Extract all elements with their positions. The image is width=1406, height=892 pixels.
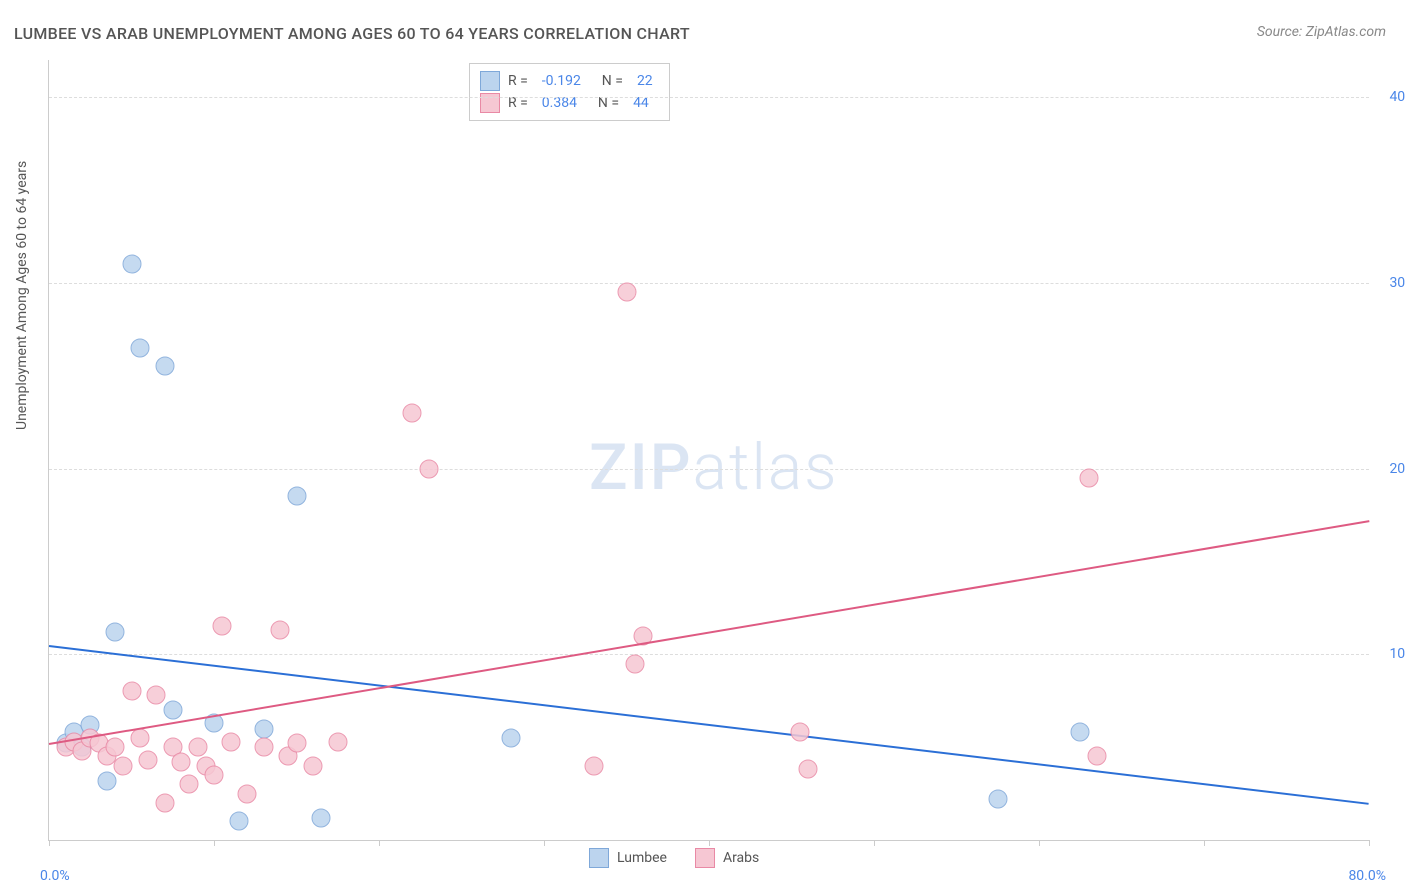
scatter-point	[155, 357, 174, 376]
r-value: 0.384	[542, 92, 577, 114]
scatter-point	[312, 808, 331, 827]
scatter-point	[147, 686, 166, 705]
scatter-point	[130, 338, 149, 357]
scatter-point	[502, 728, 521, 747]
scatter-point	[155, 793, 174, 812]
x-tick	[709, 840, 710, 846]
scatter-point	[1071, 723, 1090, 742]
chart-title: LUMBEE VS ARAB UNEMPLOYMENT AMONG AGES 6…	[14, 24, 690, 43]
scatter-point	[304, 756, 323, 775]
r-label: R =	[508, 70, 528, 92]
x-tick	[544, 840, 545, 846]
n-label: N =	[591, 92, 619, 114]
gridline	[49, 97, 1369, 98]
correlation-legend: R = -0.192 N = 22 R = 0.384 N = 44	[469, 63, 670, 121]
x-tick	[1369, 840, 1370, 846]
gridline	[49, 283, 1369, 284]
legend-swatch	[695, 848, 715, 868]
scatter-point	[172, 753, 191, 772]
scatter-point	[988, 790, 1007, 809]
x-tick	[1204, 840, 1205, 846]
x-axis-max-label: 80.0%	[1348, 868, 1386, 884]
scatter-point	[799, 760, 818, 779]
gridline	[49, 654, 1369, 655]
legend-swatch	[480, 93, 500, 113]
trendline	[49, 645, 1369, 805]
scatter-point	[229, 812, 248, 831]
scatter-point	[254, 719, 273, 738]
scatter-point	[139, 751, 158, 770]
y-tick-label: 40.0%	[1389, 89, 1406, 105]
r-label: R =	[508, 92, 528, 114]
scatter-point	[584, 756, 603, 775]
watermark: ZIPatlas	[589, 430, 839, 505]
legend-item: Lumbee	[589, 848, 667, 868]
y-tick-label: 20.0%	[1389, 461, 1406, 477]
legend-swatch	[589, 848, 609, 868]
scatter-point	[205, 766, 224, 785]
scatter-point	[625, 654, 644, 673]
y-tick-label: 10.0%	[1389, 646, 1406, 662]
scatter-point	[122, 682, 141, 701]
x-axis-min-label: 0.0%	[40, 868, 70, 884]
scatter-point	[617, 283, 636, 302]
y-tick-label: 30.0%	[1389, 275, 1406, 291]
scatter-point	[130, 728, 149, 747]
scatter-point	[163, 701, 182, 720]
scatter-point	[213, 617, 232, 636]
scatter-point	[1087, 747, 1106, 766]
n-value: 44	[633, 92, 649, 114]
correlation-legend-row: R = 0.384 N = 44	[480, 92, 659, 114]
r-value: -0.192	[542, 70, 581, 92]
x-tick	[379, 840, 380, 846]
x-tick	[874, 840, 875, 846]
y-axis-label: Unemployment Among Ages 60 to 64 years	[14, 161, 30, 430]
scatter-point	[106, 738, 125, 757]
legend-swatch	[480, 71, 500, 91]
legend-label: Arabs	[723, 850, 759, 866]
x-tick	[214, 840, 215, 846]
scatter-point	[328, 732, 347, 751]
scatter-point	[419, 459, 438, 478]
correlation-legend-row: R = -0.192 N = 22	[480, 70, 659, 92]
scatter-point	[403, 403, 422, 422]
series-legend: Lumbee Arabs	[589, 848, 759, 868]
scatter-point	[254, 738, 273, 757]
scatter-point	[287, 734, 306, 753]
chart-plot-area: ZIPatlas R =-0.192 N =22R =0.384 N =44 L…	[48, 60, 1369, 841]
scatter-point	[238, 784, 257, 803]
scatter-point	[287, 487, 306, 506]
scatter-point	[790, 723, 809, 742]
gridline	[49, 469, 1369, 470]
scatter-point	[97, 771, 116, 790]
n-value: 22	[637, 70, 653, 92]
legend-item: Arabs	[695, 848, 759, 868]
trendline	[49, 521, 1369, 746]
scatter-point	[180, 775, 199, 794]
source-attribution: Source: ZipAtlas.com	[1257, 24, 1386, 40]
x-tick	[49, 840, 50, 846]
scatter-point	[221, 732, 240, 751]
legend-label: Lumbee	[617, 850, 667, 866]
x-tick	[1039, 840, 1040, 846]
scatter-point	[188, 738, 207, 757]
scatter-point	[122, 255, 141, 274]
scatter-point	[114, 756, 133, 775]
scatter-point	[1079, 468, 1098, 487]
scatter-point	[271, 621, 290, 640]
n-label: N =	[595, 70, 623, 92]
scatter-point	[106, 623, 125, 642]
